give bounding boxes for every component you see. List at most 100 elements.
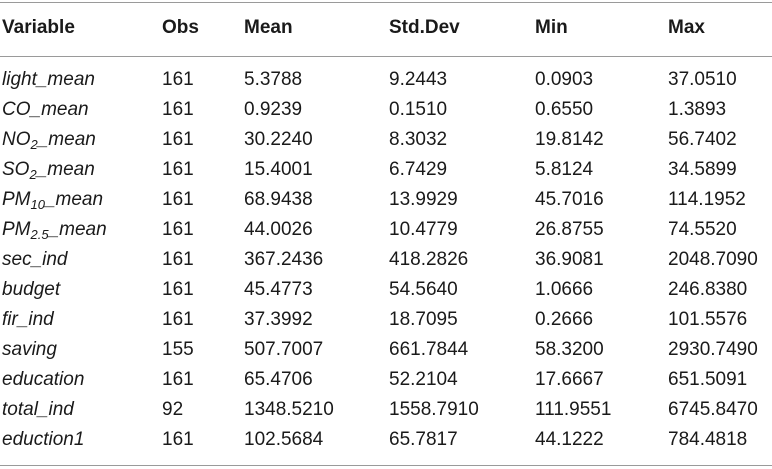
value-cell: 418.2826	[389, 249, 469, 270]
value-cell: 56.7402	[668, 129, 737, 150]
value-cell: 37.0510	[668, 69, 737, 90]
value-cell: 161	[162, 219, 194, 240]
text-part: PM	[2, 219, 31, 240]
value-cell: 161	[162, 69, 194, 90]
subscript: 2	[29, 167, 37, 182]
variable-cell: NO2_mean	[2, 129, 96, 151]
variable-cell: eduction1	[2, 429, 85, 450]
variable-cell: budget	[2, 279, 61, 300]
value-cell: 45.4773	[244, 279, 313, 300]
value-cell: 68.9438	[244, 189, 313, 210]
value-cell: 161	[162, 429, 194, 450]
top-rule	[0, 2, 772, 3]
value-cell: 6.7429	[389, 159, 448, 180]
value-cell: 161	[162, 129, 194, 150]
value-cell: 161	[162, 279, 194, 300]
subscript: 10	[30, 197, 45, 212]
value-cell: 45.7016	[535, 189, 604, 210]
value-cell: 8.3032	[389, 129, 448, 150]
variable-cell: light_mean	[2, 69, 95, 90]
value-cell: 5.8124	[535, 159, 594, 180]
value-cell: 651.5091	[668, 369, 748, 390]
value-cell: 161	[162, 99, 194, 120]
value-cell: 2048.7090	[668, 249, 758, 270]
text-part: SO	[2, 159, 30, 180]
value-cell: 26.8755	[535, 219, 604, 240]
value-cell: 30.2240	[244, 129, 313, 150]
header-cell: Variable	[2, 17, 75, 38]
header-cell: Std.Dev	[389, 17, 460, 38]
value-cell: 114.1952	[668, 189, 746, 210]
value-cell: 13.9929	[389, 189, 458, 210]
text-part: _mean	[44, 189, 104, 210]
variable-cell: saving	[2, 339, 57, 360]
value-cell: 10.4779	[389, 219, 458, 240]
variable-cell: sec_ind	[2, 249, 68, 270]
value-cell: 0.9239	[244, 99, 303, 120]
value-cell: 661.7844	[389, 339, 469, 360]
value-cell: 101.5576	[668, 309, 748, 330]
bottom-rule	[0, 465, 772, 466]
value-cell: 161	[162, 309, 194, 330]
variable-cell: SO2_mean	[2, 159, 95, 181]
value-cell: 246.8380	[668, 279, 748, 300]
value-cell: 18.7095	[389, 309, 458, 330]
value-cell: 44.1222	[535, 429, 604, 450]
value-cell: 15.4001	[244, 159, 313, 180]
value-cell: 507.7007	[244, 339, 324, 360]
header-cell: Mean	[244, 17, 293, 38]
value-cell: 9.2443	[389, 69, 448, 90]
text-part: NO	[2, 129, 31, 150]
value-cell: 111.9551	[535, 399, 612, 420]
value-cell: 52.2104	[389, 369, 458, 390]
subscript: 2.5	[30, 227, 49, 242]
value-cell: 0.2666	[535, 309, 594, 330]
text-part: _mean	[37, 129, 96, 150]
text-part: PM	[2, 189, 31, 210]
subscript: 2	[30, 137, 38, 152]
value-cell: 92	[162, 399, 184, 420]
value-cell: 54.5640	[389, 279, 458, 300]
value-cell: 5.3788	[244, 69, 303, 90]
value-cell: 155	[162, 339, 194, 360]
value-cell: 36.9081	[535, 249, 604, 270]
header-rule	[0, 56, 772, 57]
value-cell: 65.4706	[244, 369, 313, 390]
value-cell: 17.6667	[535, 369, 604, 390]
value-cell: 34.5899	[668, 159, 737, 180]
variable-cell: fir_ind	[2, 309, 54, 330]
value-cell: 1558.7910	[389, 399, 479, 420]
text-part: _mean	[36, 159, 95, 180]
value-cell: 0.0903	[535, 69, 594, 90]
variable-cell: education	[2, 369, 85, 390]
value-cell: 0.1510	[389, 99, 448, 120]
text-part: _mean	[48, 219, 107, 240]
value-cell: 6745.8470	[668, 399, 758, 420]
value-cell: 0.6550	[535, 99, 594, 120]
header-cell: Min	[535, 17, 568, 38]
value-cell: 161	[162, 249, 194, 270]
value-cell: 1.0666	[535, 279, 594, 300]
header-cell: Obs	[162, 17, 199, 38]
value-cell: 74.5520	[668, 219, 737, 240]
value-cell: 2930.7490	[668, 339, 758, 360]
variable-cell: CO_mean	[2, 99, 89, 120]
value-cell: 161	[162, 369, 194, 390]
value-cell: 19.8142	[535, 129, 604, 150]
value-cell: 1.3893	[668, 99, 727, 120]
variable-cell: PM10_mean	[2, 189, 103, 211]
variable-cell: PM2.5_mean	[2, 219, 107, 241]
value-cell: 1348.5210	[244, 399, 334, 420]
value-cell: 37.3992	[244, 309, 313, 330]
value-cell: 784.4818	[668, 429, 748, 450]
header-cell: Max	[668, 17, 705, 38]
value-cell: 58.3200	[535, 339, 604, 360]
value-cell: 161	[162, 159, 194, 180]
value-cell: 44.0026	[244, 219, 313, 240]
value-cell: 367.2436	[244, 249, 324, 270]
variable-cell: total_ind	[2, 399, 74, 420]
value-cell: 161	[162, 189, 194, 210]
value-cell: 102.5684	[244, 429, 324, 450]
value-cell: 65.7817	[389, 429, 458, 450]
